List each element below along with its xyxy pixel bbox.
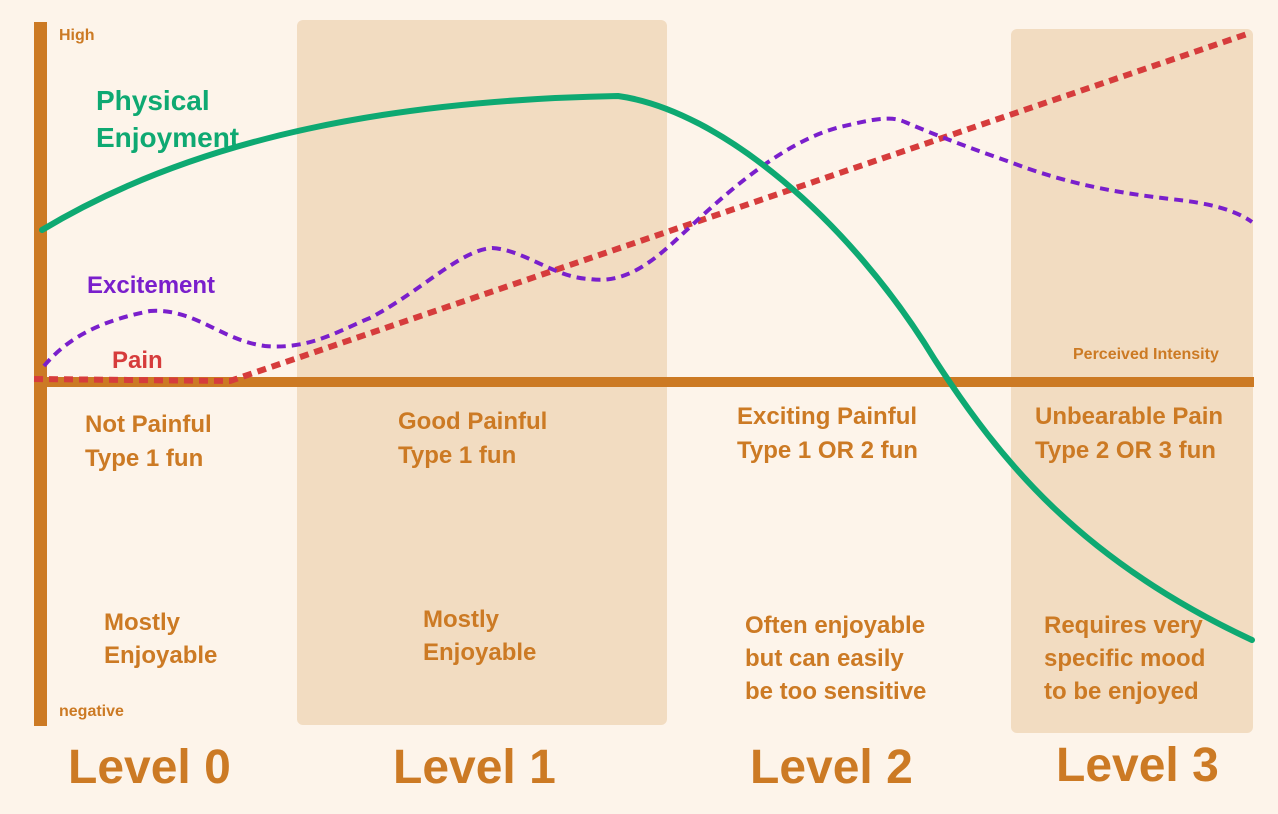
y-axis-high-label: High: [59, 27, 95, 44]
pain-label: Pain: [112, 347, 163, 374]
x-axis-label: Perceived Intensity: [1073, 346, 1219, 363]
physical-enjoyment-label-line-2: Enjoyment: [96, 122, 240, 153]
level-0-note: Mostly Enjoyable: [104, 606, 217, 672]
level-2-note-line-1: Often enjoyable: [745, 612, 926, 639]
level-3-note-line-3: to be enjoyed: [1044, 678, 1199, 705]
level-2-category: Exciting Painful Type 1 OR 2 fun: [737, 400, 918, 468]
physical-enjoyment-label-line-1: Physical: [96, 85, 210, 116]
level-2-title: Level 2: [750, 741, 913, 794]
level-1-note: Mostly Enjoyable: [423, 603, 536, 669]
excitement-label: Excitement: [87, 272, 216, 299]
level-1-category: Good Painful Type 1 fun: [398, 405, 547, 473]
y-axis-negative-label: negative: [59, 703, 124, 720]
level-2-note-line-2: but can easily: [745, 645, 904, 672]
level-0-note-line-2: Enjoyable: [104, 642, 218, 669]
level-0-category: Not Painful Type 1 fun: [85, 408, 212, 476]
level-1-category-line-1: Good Painful: [398, 408, 548, 435]
level-3-note: Requires very specific mood to be enjoye…: [1044, 609, 1205, 708]
level-3-note-line-2: specific mood: [1044, 645, 1206, 672]
excitement-curve: [42, 116, 1254, 368]
level-3-category: Unbearable Pain Type 2 OR 3 fun: [1035, 400, 1223, 468]
level-0-category-line-2: Type 1 fun: [85, 445, 204, 472]
x-axis: [34, 377, 1254, 387]
level-1-shaded-band: [297, 20, 667, 725]
level-0-category-line-1: Not Painful: [85, 411, 212, 438]
level-2-category-line-2: Type 1 OR 2 fun: [737, 437, 918, 464]
pain-curve: [33, 30, 1251, 385]
level-1-note-line-2: Enjoyable: [423, 639, 537, 666]
level-2-note: Often enjoyable but can easily be too se…: [745, 609, 926, 708]
level-1-category-line-2: Type 1 fun: [398, 442, 517, 469]
level-0-title: Level 0: [68, 741, 231, 794]
level-3-note-line-1: Requires very: [1044, 612, 1203, 639]
level-3-category-line-2: Type 2 OR 3 fun: [1035, 437, 1216, 464]
y-axis: [34, 22, 47, 726]
level-1-note-line-1: Mostly: [423, 606, 500, 633]
level-3-category-line-1: Unbearable Pain: [1035, 403, 1224, 430]
physical-enjoyment-label: Physical Enjoyment: [96, 82, 239, 156]
level-2-note-line-3: be too sensitive: [745, 678, 927, 705]
level-3-title: Level 3: [1056, 739, 1219, 792]
level-0-note-line-1: Mostly: [104, 609, 181, 636]
level-2-category-line-1: Exciting Painful: [737, 403, 918, 430]
level-1-title: Level 1: [393, 741, 556, 794]
physical-enjoyment-curve: [39, 92, 1255, 643]
